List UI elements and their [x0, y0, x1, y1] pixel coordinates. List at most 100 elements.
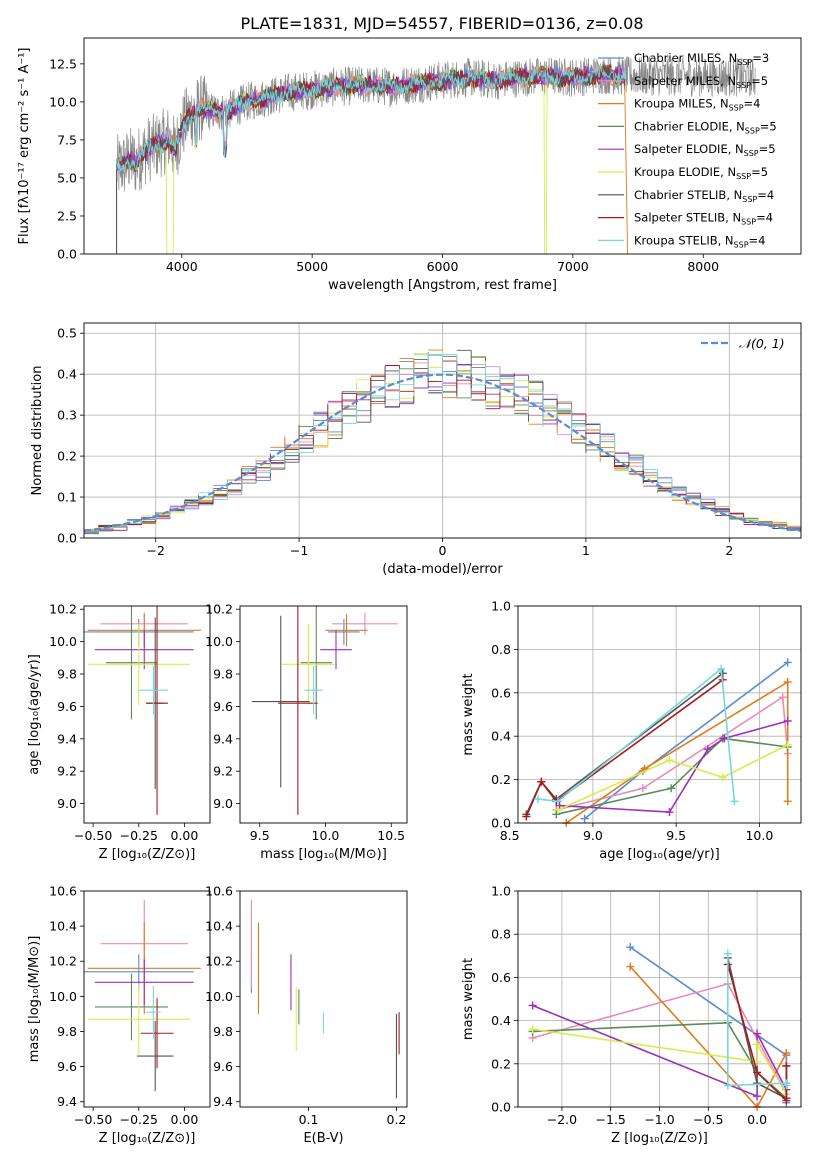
weight-point — [782, 1061, 791, 1070]
weight-point — [723, 1081, 732, 1090]
x-tick-label: −0.5 — [693, 1112, 723, 1127]
x-axis-label: (data-model)/error — [382, 562, 503, 577]
axes-residuals: −2 −1 0 1 2 0.0 0.1 0.2 0.3 0.4 0.5 (data-model)/er… — [30, 322, 802, 577]
weight-point — [638, 784, 647, 793]
axes-weight_vs_age: 8.5 9.0 9.5 10.0 0.0 0.2 0.4 0.6 0.8 1.0 age [log₁… — [461, 599, 802, 862]
weight-point — [528, 1025, 537, 1034]
y-tick-label: 1.0 — [491, 884, 511, 899]
x-tick-label: 2 — [725, 543, 733, 558]
y-axis-label: Normed distribution — [30, 366, 45, 496]
x-tick-label: 6000 — [427, 259, 459, 274]
weight-point — [553, 805, 562, 814]
y-tick-label: 0.1 — [57, 490, 77, 505]
axes-weight_vs_Z: −2.0 −1.5 −1.0 −0.5 0.0 0.0 0.2 0.4 0.6 0.8 1.0 Z [… — [461, 884, 802, 1146]
weight-point — [753, 1092, 762, 1101]
legend: Chabrier MILES, NSSP=3 Salpeter MILES, NS… — [598, 51, 777, 249]
weight-point — [717, 664, 726, 673]
weight-point — [626, 962, 635, 971]
x-tick-label: 0.00 — [171, 828, 199, 843]
weight-line — [557, 744, 789, 811]
weight-point — [782, 1081, 791, 1090]
x-tick-label: −0.50 — [74, 1112, 112, 1127]
axes-spectrum: 4000 5000 6000 7000 8000 0.0 2.5 5.0 7.5 10.0 12.5… — [17, 37, 802, 293]
weight-point — [665, 808, 674, 817]
x-tick-label: 9.0 — [583, 828, 603, 843]
y-tick-label: 0.6 — [491, 970, 511, 985]
weight-point — [533, 795, 542, 804]
y-tick-label: 9.4 — [57, 731, 77, 746]
weight-line — [559, 720, 788, 813]
axes-frame — [83, 605, 211, 824]
y-tick-label: 0.8 — [491, 927, 511, 942]
legend-label: Chabrier STELIB, NSSP=4 — [634, 188, 774, 204]
figure-title: PLATE=1831, MJD=54557, FIBERID=0136, z=0… — [240, 14, 643, 33]
legend-label: Salpeter STELIB, NSSP=4 — [634, 211, 773, 227]
y-tick-label: 9.4 — [57, 1094, 77, 1109]
model-line — [116, 63, 626, 254]
y-tick-label: 0.5 — [57, 326, 77, 341]
x-tick-label: 8.5 — [500, 828, 520, 843]
y-axis-label: age [log₁₀(age/yr)] — [27, 654, 42, 775]
x-tick-label: −1 — [290, 543, 308, 558]
y-tick-label: 0.3 — [57, 408, 77, 423]
axes-frame — [239, 890, 408, 1108]
weight-point — [782, 1049, 791, 1057]
y-tick-label: 5.0 — [57, 170, 77, 185]
x-tick-label: 8000 — [687, 259, 719, 274]
weight-line — [532, 1028, 788, 1095]
y-tick-label: 10.4 — [205, 919, 233, 934]
weight-point — [778, 693, 787, 702]
axes-frame — [83, 37, 802, 255]
weight-point — [783, 658, 792, 667]
x-axis-label: Z [log₁₀(Z/Z⊙)] — [99, 847, 196, 862]
x-tick-label: 10.0 — [312, 828, 340, 843]
x-tick-label: 0.0 — [747, 1112, 767, 1127]
weight-point — [723, 949, 732, 958]
legend-label: Kroupa MILES, NSSP=4 — [634, 97, 760, 113]
y-tick-label: 10.0 — [49, 634, 77, 649]
weight-point — [626, 943, 635, 952]
weight-point — [783, 740, 792, 749]
y-tick-label: 9.2 — [57, 764, 77, 779]
x-tick-label: 0 — [439, 543, 447, 558]
weight-point — [782, 1096, 791, 1105]
weight-point — [753, 1079, 762, 1088]
weight-point — [553, 797, 562, 806]
model-line — [116, 63, 626, 254]
weight-point — [753, 1029, 762, 1038]
y-tick-label: 9.6 — [213, 1059, 233, 1074]
x-tick-label: −1.5 — [596, 1112, 626, 1127]
x-tick-label: −0.25 — [120, 828, 158, 843]
x-tick-label: −2.0 — [547, 1112, 577, 1127]
y-tick-label: 10.2 — [49, 954, 77, 969]
residual-histogram — [84, 354, 801, 533]
weight-point — [528, 1001, 537, 1010]
y-axis-label: mass weight — [461, 958, 476, 1040]
axes-frame — [239, 605, 408, 824]
x-tick-label: −2 — [146, 543, 164, 558]
normal-fit-line — [84, 373, 801, 532]
y-tick-label: 10.2 — [205, 602, 233, 617]
weight-point — [703, 745, 712, 754]
x-axis-label: wavelength [Angstrom, rest frame] — [328, 278, 557, 293]
weight-point — [580, 814, 589, 823]
y-tick-label: 0.0 — [491, 1100, 511, 1115]
axes-frame — [83, 890, 211, 1108]
y-tick-label: 1.0 — [491, 599, 511, 614]
weight-line — [565, 680, 789, 823]
weight-point — [537, 777, 546, 786]
y-tick-label: 9.6 — [57, 1059, 77, 1074]
weight-point — [753, 1040, 762, 1049]
y-tick-label: 0.4 — [57, 367, 77, 382]
y-tick-label: 12.5 — [49, 56, 77, 71]
x-tick-label: 4000 — [166, 259, 198, 274]
weight-point — [552, 810, 561, 819]
x-axis-label: Z [log₁₀(Z/Z⊙)] — [611, 1131, 708, 1146]
y-tick-label: 10.4 — [49, 919, 77, 934]
weight-point — [667, 784, 676, 793]
x-axis-label: mass [log₁₀(M/M⊙)] — [260, 847, 387, 862]
x-tick-label: 9.5 — [666, 828, 686, 843]
legend-label: 𝒩(0, 1) — [739, 336, 785, 351]
y-tick-label: 0.0 — [57, 531, 77, 546]
y-tick-label: 2.5 — [57, 208, 77, 223]
